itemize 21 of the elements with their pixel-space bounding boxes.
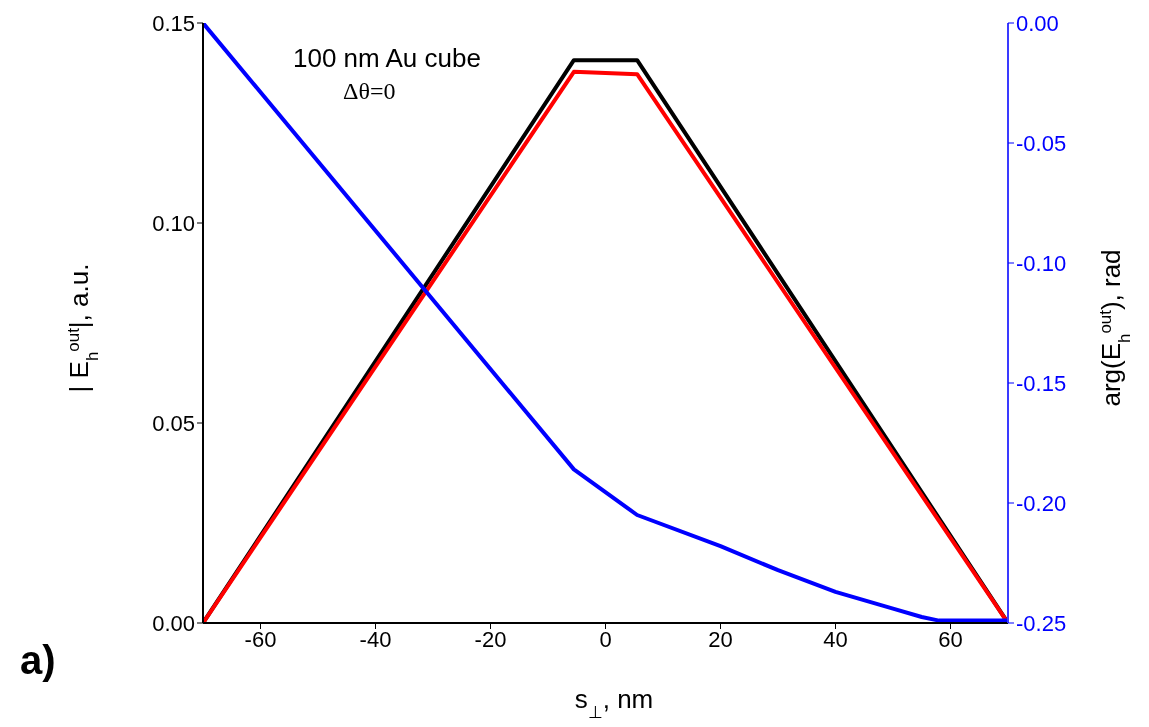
y-tick-label: 0.05 [152,410,195,436]
text: a) [20,638,56,683]
y-tick-label: 0.15 [152,10,195,36]
x-tick-label: 40 [823,626,848,652]
annotation: 100 nm Au cube [293,43,481,74]
x-tick-label: 20 [708,626,733,652]
annotation: Δθ=0 [343,78,396,105]
y-tick-label: 0.00 [152,610,195,636]
x-tick-label: 0 [599,626,612,652]
y2-tick-label: 0.00 [1016,10,1059,36]
x-tick-label: -60 [244,626,277,652]
y2-tick-label: -0.25 [1016,610,1067,636]
x-tick-label: 60 [938,626,963,652]
y-tick-label: 0.10 [152,210,195,236]
y2-tick-label: -0.20 [1016,490,1067,516]
y2-tick-label: -0.15 [1016,370,1067,396]
y2-tick-label: -0.10 [1016,250,1067,276]
x-tick-label: -20 [474,626,507,652]
x-tick-label: -40 [359,626,392,652]
x-axis-title: s$_{⊥}$, nm [574,684,654,722]
y2-tick-label: -0.05 [1016,130,1067,156]
